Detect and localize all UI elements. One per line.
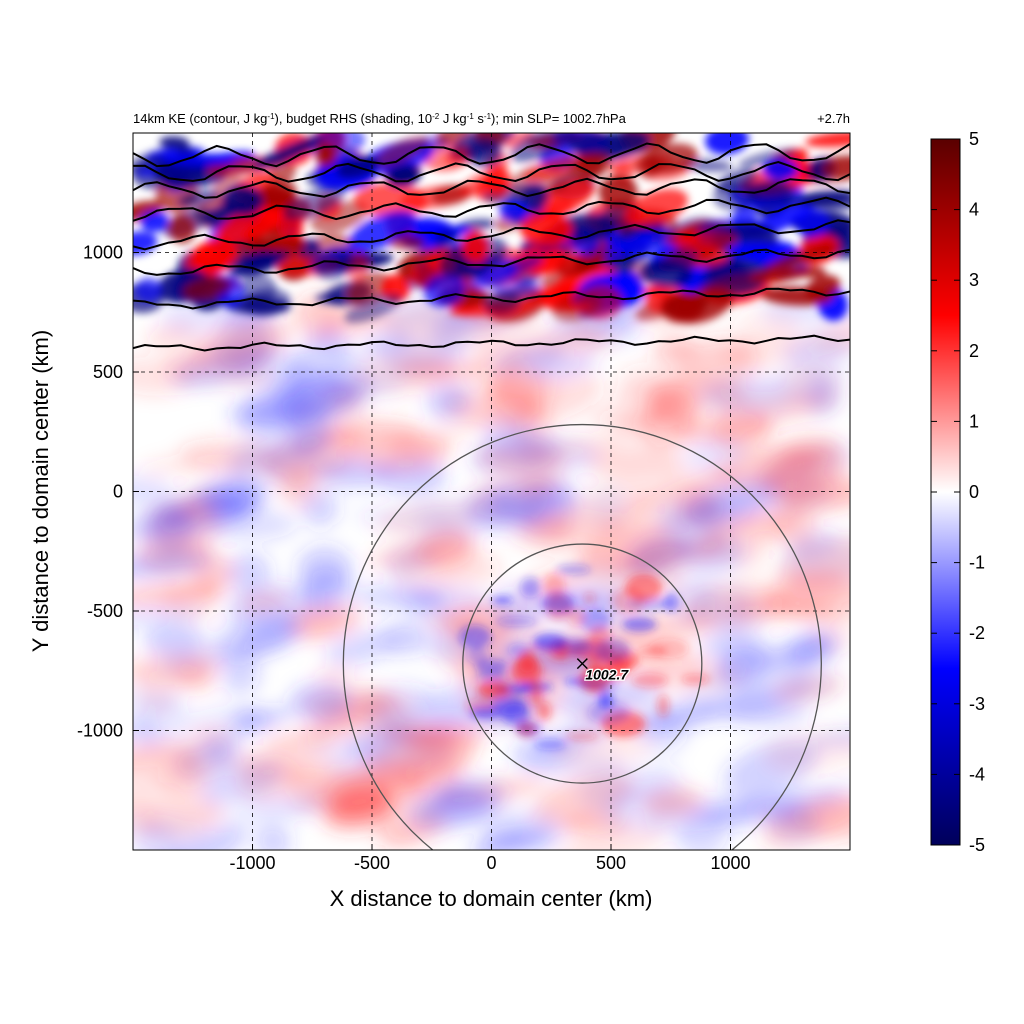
x-axis: -1000 -500 0 500 1000 <box>229 844 751 873</box>
y-tick-label: -500 <box>87 601 123 621</box>
range-circles <box>342 424 822 850</box>
range-circle <box>462 543 703 784</box>
forecast-hour-label: +2.7h <box>817 111 850 126</box>
x-axis-label: X distance to domain center (km) <box>330 886 653 911</box>
colorbar-ticks: -5 -4 -3 -2 -1 0 1 2 3 4 5 <box>931 129 985 855</box>
colorbar-tick-label: -1 <box>969 553 985 573</box>
y-axis: -1000 -500 0 500 1000 <box>77 243 139 741</box>
colorbar-tick-label: -4 <box>969 764 985 784</box>
colorbar-tick-label: 3 <box>969 270 979 290</box>
y-tick-label: -1000 <box>77 721 123 741</box>
ke-contour-line <box>133 177 850 199</box>
ke-contour-line <box>133 142 850 168</box>
colorbar-tick-label: 5 <box>969 129 979 149</box>
colorbar-tick-label: 4 <box>969 200 979 220</box>
colorbar-tick-label: 0 <box>969 482 979 502</box>
ke-contour-line <box>133 196 850 222</box>
x-tick-label: 500 <box>596 853 626 873</box>
colorbar-tick-label: -3 <box>969 694 985 714</box>
colorbar-tick-label: 2 <box>969 341 979 361</box>
colorbar-tick-label: -2 <box>969 623 985 643</box>
x-tick-label: -1000 <box>229 853 275 873</box>
ke-contour-line <box>133 248 850 276</box>
y-tick-label: 0 <box>113 482 123 502</box>
min-slp-marker: 1002.7 <box>576 658 631 684</box>
y-tick-label: 500 <box>93 362 123 382</box>
min-slp-label: 1002.7 <box>585 667 629 683</box>
y-tick-label: 1000 <box>83 243 123 263</box>
x-tick-label: 1000 <box>710 853 750 873</box>
ke-contour-line <box>133 287 850 310</box>
ke-contour-line <box>133 334 850 352</box>
ke-contours <box>133 142 850 352</box>
colorbar-tick-label: -5 <box>969 835 985 855</box>
y-axis-label: Y distance to domain center (km) <box>28 330 53 652</box>
colorbar-tick-label: 1 <box>969 411 979 431</box>
faint-shading <box>133 277 850 850</box>
range-circle <box>342 424 822 850</box>
ke-contour-line <box>133 219 850 251</box>
x-tick-label: 0 <box>486 853 496 873</box>
center-x-icon <box>576 658 588 670</box>
chart-title: 14km KE (contour, J kg-1), budget RHS (s… <box>133 111 627 126</box>
ke-contour-line <box>133 160 850 183</box>
x-tick-label: -500 <box>354 853 390 873</box>
budget-rhs-shading <box>133 133 850 850</box>
